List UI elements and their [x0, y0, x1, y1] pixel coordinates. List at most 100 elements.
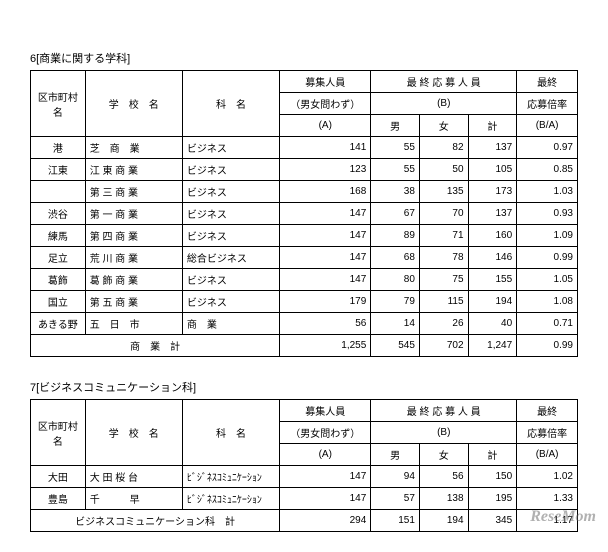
table-row: 港芝 商 業ビジネス14155821370.97	[31, 137, 578, 159]
hdr-rate-ba: (B/A)	[517, 444, 578, 466]
hdr-recruit-mid: （男女問わず）	[280, 93, 371, 115]
cell-m: 68	[371, 247, 420, 269]
cell-dept: ビジネス	[182, 203, 279, 225]
cell-dept: ビジネス	[182, 269, 279, 291]
cell-t: 150	[468, 466, 517, 488]
cell-r: 1.33	[517, 488, 578, 510]
cell-f: 115	[419, 291, 468, 313]
section-7-title: 7[ビジネスコミュニケーション科]	[30, 379, 578, 395]
hdr-female: 女	[419, 444, 468, 466]
cell-f: 135	[419, 181, 468, 203]
cell-f: 82	[419, 137, 468, 159]
hdr-rate-top: 最終	[517, 71, 578, 93]
cell-city: 港	[31, 137, 86, 159]
total-row: ビジネスコミュニケーション科 計 294 151 194 345 1.17	[31, 510, 578, 532]
hdr-school: 学 校 名	[85, 71, 182, 137]
cell-school: 第 三 商 業	[85, 181, 182, 203]
hdr-city: 区市町村名	[31, 71, 86, 137]
cell-school: 大 田 桜 台	[85, 466, 182, 488]
cell-school: 第 一 商 業	[85, 203, 182, 225]
table-row: 江東江 東 商 業ビジネス12355501050.85	[31, 159, 578, 181]
cell-city: 江東	[31, 159, 86, 181]
hdr-city: 区市町村名	[31, 400, 86, 466]
cell-city: 豊島	[31, 488, 86, 510]
cell-f: 70	[419, 203, 468, 225]
cell-rec: 147	[280, 269, 371, 291]
cell-school: 第 四 商 業	[85, 225, 182, 247]
table-row: 大田大 田 桜 台ﾋﾞｼﾞﾈｽｺﾐｭﾆｹｰｼｮﾝ14794561501.02	[31, 466, 578, 488]
cell-m: 94	[371, 466, 420, 488]
cell-city: 練馬	[31, 225, 86, 247]
total-label: 商 業 計	[31, 335, 280, 357]
watermark: ReseMom	[530, 508, 596, 526]
cell-city: あきる野	[31, 313, 86, 335]
cell-r: 1.09	[517, 225, 578, 247]
hdr-recruit-a: (A)	[280, 115, 371, 137]
cell-school: 芝 商 業	[85, 137, 182, 159]
cell-r: 0.71	[517, 313, 578, 335]
hdr-recruit-mid: （男女問わず）	[280, 422, 371, 444]
hdr-final-b: (B)	[371, 422, 517, 444]
total-row: 商 業 計 1,255 545 702 1,247 0.99	[31, 335, 578, 357]
cell-r: 1.02	[517, 466, 578, 488]
cell-dept: ビジネス	[182, 225, 279, 247]
total-m: 151	[371, 510, 420, 532]
cell-m: 80	[371, 269, 420, 291]
cell-rec: 147	[280, 225, 371, 247]
cell-dept: ビジネス	[182, 291, 279, 313]
hdr-school: 学 校 名	[85, 400, 182, 466]
cell-dept: ビジネス	[182, 159, 279, 181]
hdr-rate-mid: 応募倍率	[517, 93, 578, 115]
hdr-final-top: 最 終 応 募 人 員	[371, 400, 517, 422]
cell-dept: ﾋﾞｼﾞﾈｽｺﾐｭﾆｹｰｼｮﾝ	[182, 466, 279, 488]
cell-m: 55	[371, 159, 420, 181]
cell-school: 荒 川 商 業	[85, 247, 182, 269]
cell-school: 江 東 商 業	[85, 159, 182, 181]
table-body: 大田大 田 桜 台ﾋﾞｼﾞﾈｽｺﾐｭﾆｹｰｼｮﾝ14794561501.02豊島…	[31, 466, 578, 510]
cell-school: 第 五 商 業	[85, 291, 182, 313]
hdr-rate-mid: 応募倍率	[517, 422, 578, 444]
hdr-rate-ba: (B/A)	[517, 115, 578, 137]
hdr-male: 男	[371, 444, 420, 466]
cell-r: 0.97	[517, 137, 578, 159]
table-bizcomm: 区市町村名 学 校 名 科 名 募集人員 最 終 応 募 人 員 最終 （男女問…	[30, 399, 578, 532]
table-header: 区市町村名 学 校 名 科 名 募集人員 最 終 応 募 人 員 最終 （男女問…	[31, 71, 578, 137]
table-row: 葛飾葛 飾 商 業ビジネス14780751551.05	[31, 269, 578, 291]
cell-f: 138	[419, 488, 468, 510]
hdr-dept: 科 名	[182, 400, 279, 466]
cell-t: 173	[468, 181, 517, 203]
cell-city: 渋谷	[31, 203, 86, 225]
cell-city: 葛飾	[31, 269, 86, 291]
hdr-recruit-top: 募集人員	[280, 71, 371, 93]
hdr-male: 男	[371, 115, 420, 137]
total-f: 194	[419, 510, 468, 532]
cell-t: 40	[468, 313, 517, 335]
total-m: 545	[371, 335, 420, 357]
cell-t: 195	[468, 488, 517, 510]
table-row: あきる野五 日 市商 業561426400.71	[31, 313, 578, 335]
cell-dept: 総合ビジネス	[182, 247, 279, 269]
cell-t: 146	[468, 247, 517, 269]
cell-rec: 123	[280, 159, 371, 181]
table-row: 豊島千 早ﾋﾞｼﾞﾈｽｺﾐｭﾆｹｰｼｮﾝ147571381951.33	[31, 488, 578, 510]
cell-r: 0.85	[517, 159, 578, 181]
table-row: 足立荒 川 商 業総合ビジネス14768781460.99	[31, 247, 578, 269]
cell-m: 57	[371, 488, 420, 510]
cell-r: 0.93	[517, 203, 578, 225]
total-t: 345	[468, 510, 517, 532]
cell-rec: 147	[280, 466, 371, 488]
cell-rec: 56	[280, 313, 371, 335]
cell-rec: 147	[280, 247, 371, 269]
table-row: 第 三 商 業ビジネス168381351731.03	[31, 181, 578, 203]
cell-f: 50	[419, 159, 468, 181]
cell-r: 1.08	[517, 291, 578, 313]
hdr-female: 女	[419, 115, 468, 137]
cell-r: 1.03	[517, 181, 578, 203]
cell-f: 71	[419, 225, 468, 247]
cell-f: 56	[419, 466, 468, 488]
table-header: 区市町村名 学 校 名 科 名 募集人員 最 終 応 募 人 員 最終 （男女問…	[31, 400, 578, 466]
cell-f: 26	[419, 313, 468, 335]
cell-dept: ビジネス	[182, 137, 279, 159]
cell-r: 0.99	[517, 247, 578, 269]
total-t: 1,247	[468, 335, 517, 357]
